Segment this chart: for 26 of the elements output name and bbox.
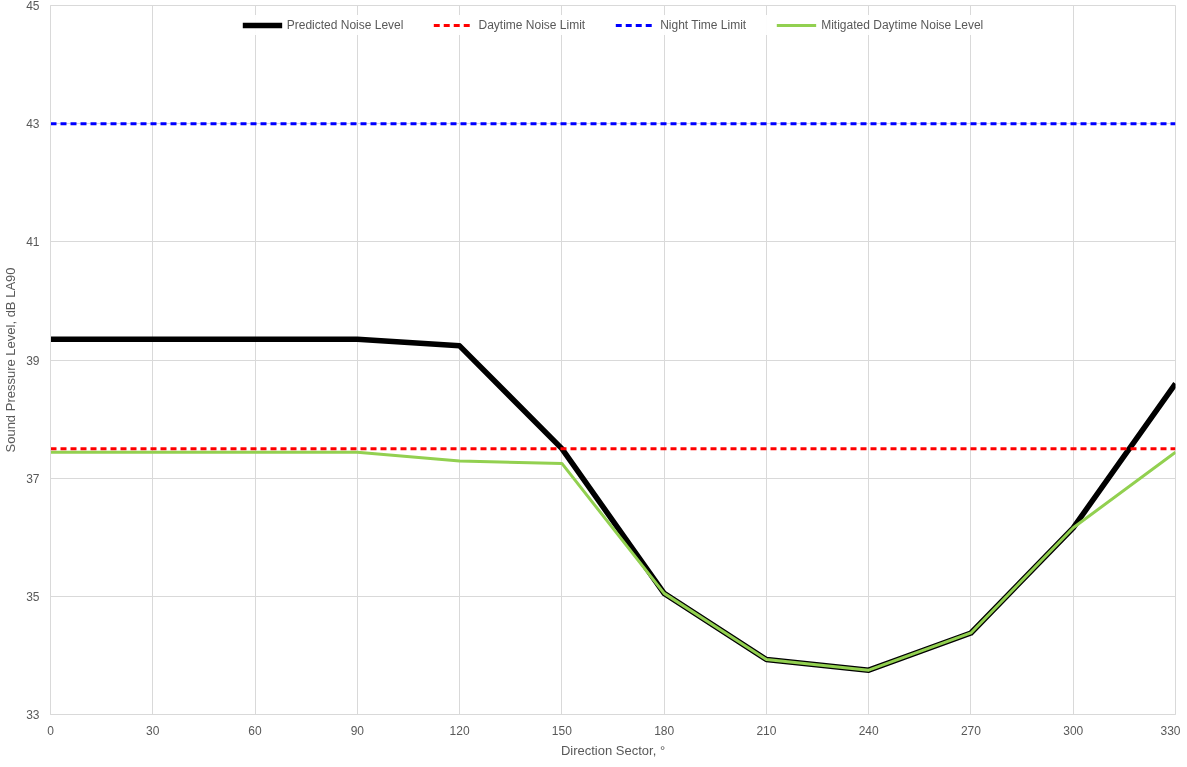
x-tick-label: 210 <box>756 723 777 738</box>
legend-label: Predicted Noise Level <box>286 18 404 32</box>
x-tick-label: 30 <box>146 723 160 738</box>
legend-label: Mitigated Daytime Noise Level <box>821 18 984 32</box>
x-tick-label: 90 <box>350 723 365 738</box>
line-series <box>50 450 1176 672</box>
y-tick-label: 45 <box>26 0 40 13</box>
x-axis-title: Direction Sector, ° <box>560 742 666 758</box>
x-tick-label: 60 <box>248 723 263 738</box>
y-tick-label: 35 <box>26 589 40 604</box>
legend-label: Daytime Noise Limit <box>478 18 586 32</box>
legend-label: Night Time Limit <box>660 18 747 32</box>
x-tick-label: 300 <box>1063 723 1084 738</box>
y-tick-label: 33 <box>26 708 40 722</box>
y-tick-label: 41 <box>26 235 40 250</box>
x-tick-label: 150 <box>551 723 573 738</box>
y-tick-label: 39 <box>26 353 40 368</box>
x-tick-label: 330 <box>1160 723 1181 738</box>
x-tick-label: 270 <box>960 723 982 738</box>
y-axis-title: Sound Pressure Level, dB LA90 <box>3 267 19 453</box>
x-tick-label: 240 <box>858 723 880 738</box>
x-tick-label: 180 <box>654 723 675 738</box>
x-tick-label: 0 <box>47 723 55 738</box>
y-tick-label: 43 <box>26 117 40 132</box>
y-tick-label: 37 <box>26 471 40 486</box>
x-tick-label: 120 <box>449 723 470 738</box>
